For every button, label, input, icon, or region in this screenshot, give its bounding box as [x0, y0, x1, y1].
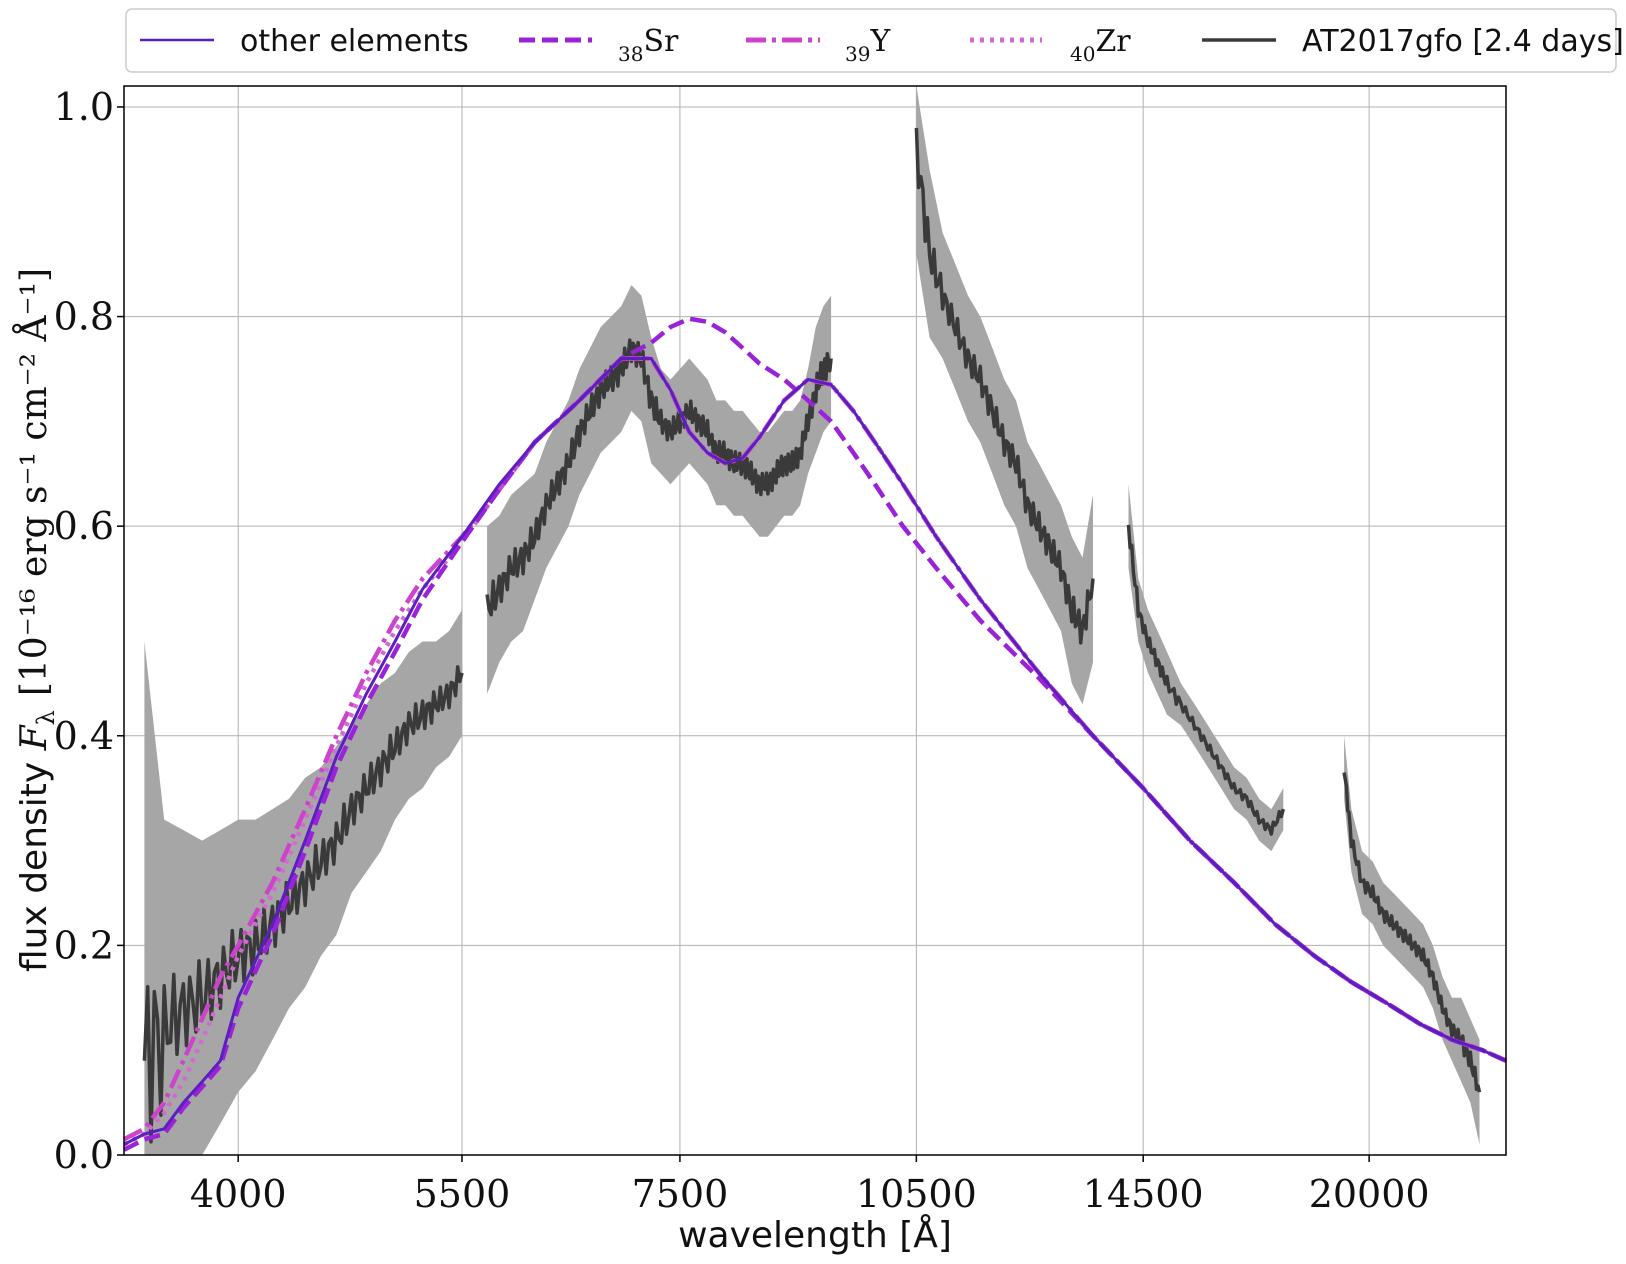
legend-label-y: 39Y: [845, 24, 891, 66]
legend-label-zr-main: Zr: [1095, 24, 1131, 59]
x-tick-label: 14500: [1083, 1172, 1204, 1216]
x-axis-label: wavelength [Å]: [678, 1213, 952, 1256]
y-axis-label-unit: [10⁻¹⁶ erg s⁻¹ cm⁻² Å⁻¹]: [13, 268, 55, 696]
legend-label-sr: 38Sr: [618, 24, 679, 66]
series-lines: [122, 127, 1507, 1152]
observed-band-segment: [487, 285, 832, 694]
y-axis-label-symbol-sub: λ: [32, 710, 60, 725]
legend-label-zr-sub: 40: [1070, 42, 1095, 66]
y-axis-label: flux density Fλ [10⁻¹⁶ erg s⁻¹ cm⁻² Å⁻¹]: [13, 268, 60, 972]
y-tick-label: 0.6: [54, 504, 114, 548]
series-line-other-elements: [123, 357, 1507, 1146]
plot-area: [124, 86, 1506, 1155]
legend-label-at2017gfo: AT2017gfo [2.4 days]: [1302, 24, 1624, 59]
legend-item-zr: 40Zr: [970, 24, 1131, 66]
y-axis-label-symbol: F: [14, 723, 55, 751]
legend-label-y-main: Y: [869, 24, 891, 59]
x-tick-label: 4000: [190, 1172, 287, 1216]
legend-label-sr-sub: 38: [618, 42, 643, 66]
legend-label-other-elements: other elements: [240, 24, 469, 59]
observed-spectrum-line: [142, 665, 464, 1144]
observed-spectrum-line: [1126, 524, 1285, 836]
y-tick-label: 0.2: [54, 923, 114, 967]
y-tick-label: 1.0: [54, 85, 114, 129]
legend-label-y-sub: 39: [845, 42, 870, 66]
y-tick-label: 0.0: [54, 1133, 114, 1177]
axis-ticks: 4000 5500 7500 10500 14500 20000 0.0 0.2 0.4 0.6 0…: [54, 85, 1430, 1216]
legend-item-sr: 38Sr: [519, 24, 679, 66]
legend-item-y: 39Y: [746, 24, 891, 66]
observed-spectrum-line: [485, 338, 833, 617]
legend-label-sr-main: Sr: [643, 24, 679, 59]
x-tick-label: 7500: [632, 1172, 729, 1216]
y-tick-label: 0.8: [54, 295, 114, 339]
legend-item-at2017gfo: AT2017gfo [2.4 days]: [1202, 24, 1624, 59]
x-tick-label: 20000: [1309, 1172, 1430, 1216]
legend-frame: [125, 8, 1617, 73]
legend: other elements 38Sr 39Y 40Zr AT2017gfo […: [125, 8, 1624, 73]
observed-spectrum-line: [914, 127, 1095, 645]
y-tick-label: 0.4: [54, 714, 114, 758]
y-axis-label-text: flux density: [14, 750, 55, 972]
x-tick-label: 5500: [414, 1172, 511, 1216]
observed-spectrum-line: [1342, 772, 1482, 1093]
plot-frame: [123, 85, 1507, 1156]
legend-label-zr: 40Zr: [1070, 24, 1131, 66]
x-tick-label: 10500: [856, 1172, 977, 1216]
legend-item-other-elements: other elements: [140, 24, 469, 59]
